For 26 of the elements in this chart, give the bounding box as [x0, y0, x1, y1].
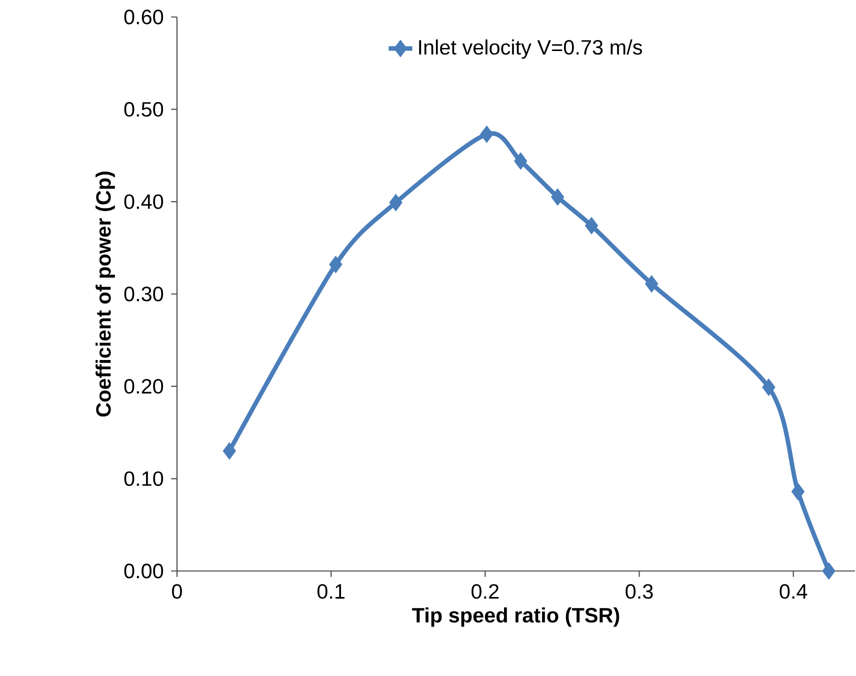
y-tick-label: 0.30: [124, 286, 164, 302]
x-tick-label: 0.3: [626, 584, 653, 599]
y-tick-label: 0.60: [124, 10, 164, 24]
point: [762, 378, 776, 396]
x-tick-label: 0: [172, 584, 182, 599]
x-tick-label: 0.1: [317, 584, 344, 599]
point: [329, 256, 342, 274]
point: [551, 188, 564, 206]
legend-label: Inlet velocity V=0.73 m/s: [419, 39, 642, 59]
point: [480, 126, 494, 143]
y-tick-label: 0.50: [124, 102, 164, 117]
point: [822, 562, 836, 580]
point: [222, 442, 236, 460]
x-axis-title: Tip speed ratio (TSR): [412, 607, 620, 627]
x-tick-label: 0.4: [780, 584, 808, 599]
y-axis-title: Coefficient of power (Cp): [96, 172, 115, 417]
y-tick-label: 0.10: [124, 471, 164, 486]
point: [514, 152, 528, 170]
y-tick-label: 0.00: [124, 564, 164, 578]
point: [584, 217, 598, 234]
point: [645, 275, 658, 292]
y-tick-label: 0.40: [124, 194, 164, 210]
point: [389, 194, 402, 212]
x-tick-label: 0.2: [472, 584, 499, 599]
point: [791, 482, 805, 500]
y-tick-label: 0.20: [124, 378, 164, 394]
